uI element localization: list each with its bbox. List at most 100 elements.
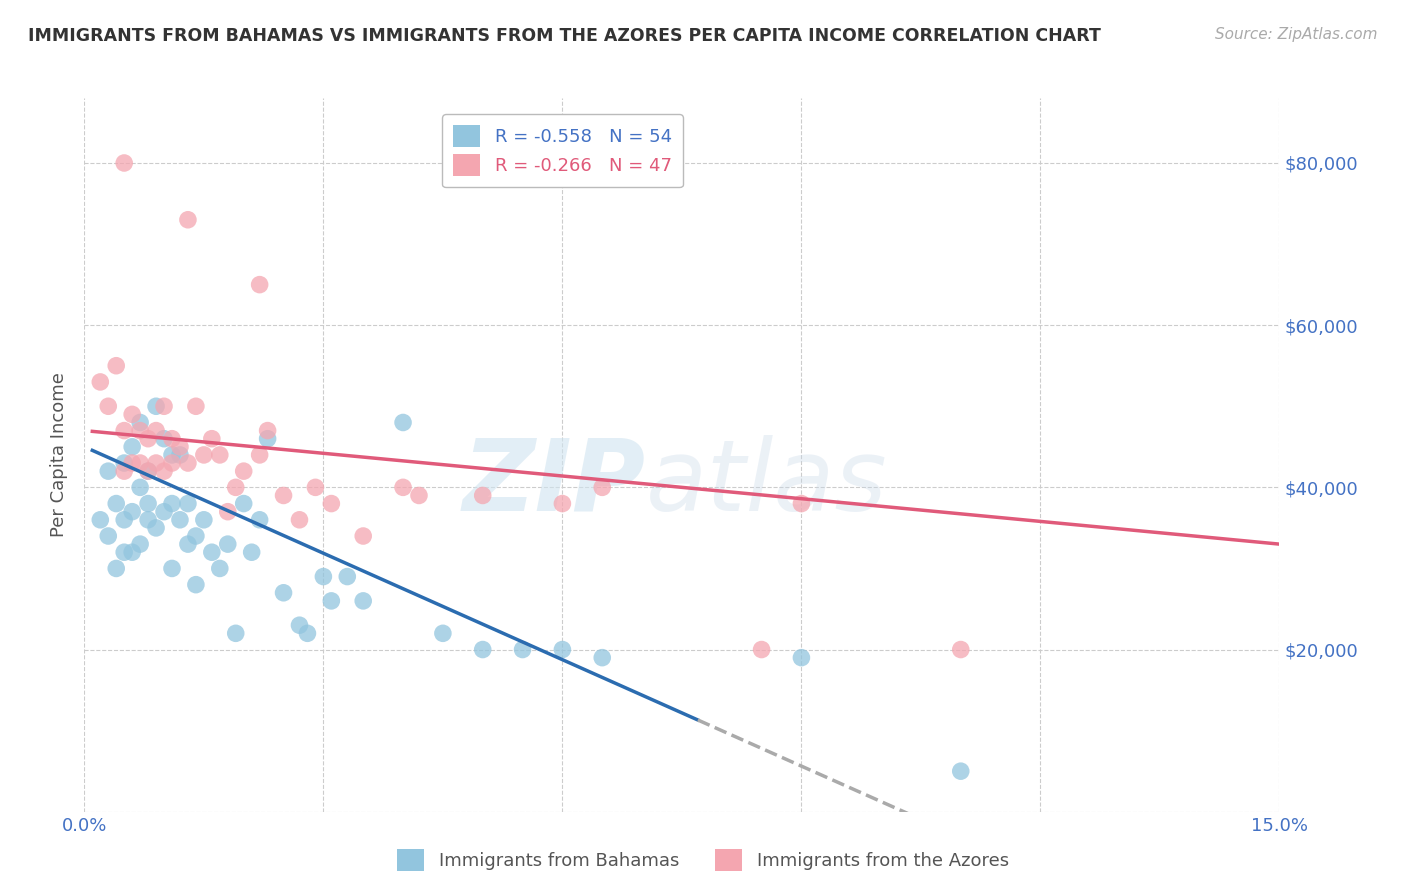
- Point: [97, 529, 120, 543]
- Point: [193, 513, 215, 527]
- Point: [97, 464, 120, 478]
- Point: [193, 448, 215, 462]
- Point: [136, 464, 159, 478]
- Point: [591, 480, 613, 494]
- Point: [392, 480, 415, 494]
- Point: [160, 497, 183, 511]
- Point: [336, 569, 359, 583]
- Point: [145, 456, 167, 470]
- Point: [160, 448, 183, 462]
- Point: [249, 448, 271, 462]
- Point: [790, 650, 813, 665]
- Point: [352, 529, 374, 543]
- Point: [208, 448, 231, 462]
- Point: [136, 464, 159, 478]
- Point: [177, 537, 200, 551]
- Point: [312, 569, 335, 583]
- Point: [273, 488, 295, 502]
- Point: [160, 432, 183, 446]
- Point: [112, 424, 135, 438]
- Point: [112, 156, 135, 170]
- Point: [136, 432, 159, 446]
- Point: [304, 480, 326, 494]
- Point: [591, 650, 613, 665]
- Point: [321, 594, 343, 608]
- Point: [790, 497, 813, 511]
- Point: [432, 626, 454, 640]
- Y-axis label: Per Capita Income: Per Capita Income: [51, 373, 69, 537]
- Point: [184, 529, 207, 543]
- Point: [177, 497, 200, 511]
- Point: [169, 513, 191, 527]
- Point: [153, 505, 176, 519]
- Point: [112, 456, 135, 470]
- Point: [177, 456, 200, 470]
- Point: [240, 545, 263, 559]
- Point: [153, 399, 176, 413]
- Point: [89, 513, 111, 527]
- Point: [136, 513, 159, 527]
- Point: [153, 464, 176, 478]
- Point: [105, 497, 128, 511]
- Point: [121, 440, 143, 454]
- Point: [112, 513, 135, 527]
- Point: [121, 408, 143, 422]
- Point: [321, 497, 343, 511]
- Point: [129, 480, 152, 494]
- Point: [471, 488, 494, 502]
- Point: [201, 432, 224, 446]
- Text: IMMIGRANTS FROM BAHAMAS VS IMMIGRANTS FROM THE AZORES PER CAPITA INCOME CORRELAT: IMMIGRANTS FROM BAHAMAS VS IMMIGRANTS FR…: [28, 27, 1101, 45]
- Point: [471, 642, 494, 657]
- Point: [145, 399, 167, 413]
- Point: [105, 359, 128, 373]
- Point: [225, 480, 247, 494]
- Legend: Immigrants from Bahamas, Immigrants from the Azores: Immigrants from Bahamas, Immigrants from…: [389, 842, 1017, 879]
- Point: [129, 424, 152, 438]
- Text: ZIP: ZIP: [463, 435, 647, 532]
- Point: [129, 537, 152, 551]
- Point: [256, 424, 278, 438]
- Point: [297, 626, 319, 640]
- Point: [208, 561, 231, 575]
- Point: [145, 521, 167, 535]
- Point: [129, 456, 152, 470]
- Point: [121, 456, 143, 470]
- Point: [145, 424, 167, 438]
- Text: Source: ZipAtlas.com: Source: ZipAtlas.com: [1215, 27, 1378, 42]
- Point: [949, 642, 972, 657]
- Point: [129, 416, 152, 430]
- Point: [551, 642, 574, 657]
- Point: [256, 432, 278, 446]
- Point: [249, 277, 271, 292]
- Point: [201, 545, 224, 559]
- Point: [352, 594, 374, 608]
- Point: [153, 432, 176, 446]
- Point: [169, 440, 191, 454]
- Text: atlas: atlas: [647, 435, 887, 532]
- Point: [97, 399, 120, 413]
- Point: [949, 764, 972, 779]
- Point: [121, 545, 143, 559]
- Point: [288, 513, 311, 527]
- Point: [136, 497, 159, 511]
- Point: [751, 642, 773, 657]
- Point: [232, 497, 254, 511]
- Point: [217, 505, 239, 519]
- Point: [512, 642, 534, 657]
- Point: [392, 416, 415, 430]
- Point: [249, 513, 271, 527]
- Point: [408, 488, 430, 502]
- Point: [551, 497, 574, 511]
- Point: [217, 537, 239, 551]
- Point: [112, 464, 135, 478]
- Point: [184, 577, 207, 591]
- Point: [232, 464, 254, 478]
- Point: [288, 618, 311, 632]
- Point: [160, 561, 183, 575]
- Point: [169, 448, 191, 462]
- Point: [273, 586, 295, 600]
- Point: [225, 626, 247, 640]
- Point: [160, 456, 183, 470]
- Point: [121, 505, 143, 519]
- Point: [184, 399, 207, 413]
